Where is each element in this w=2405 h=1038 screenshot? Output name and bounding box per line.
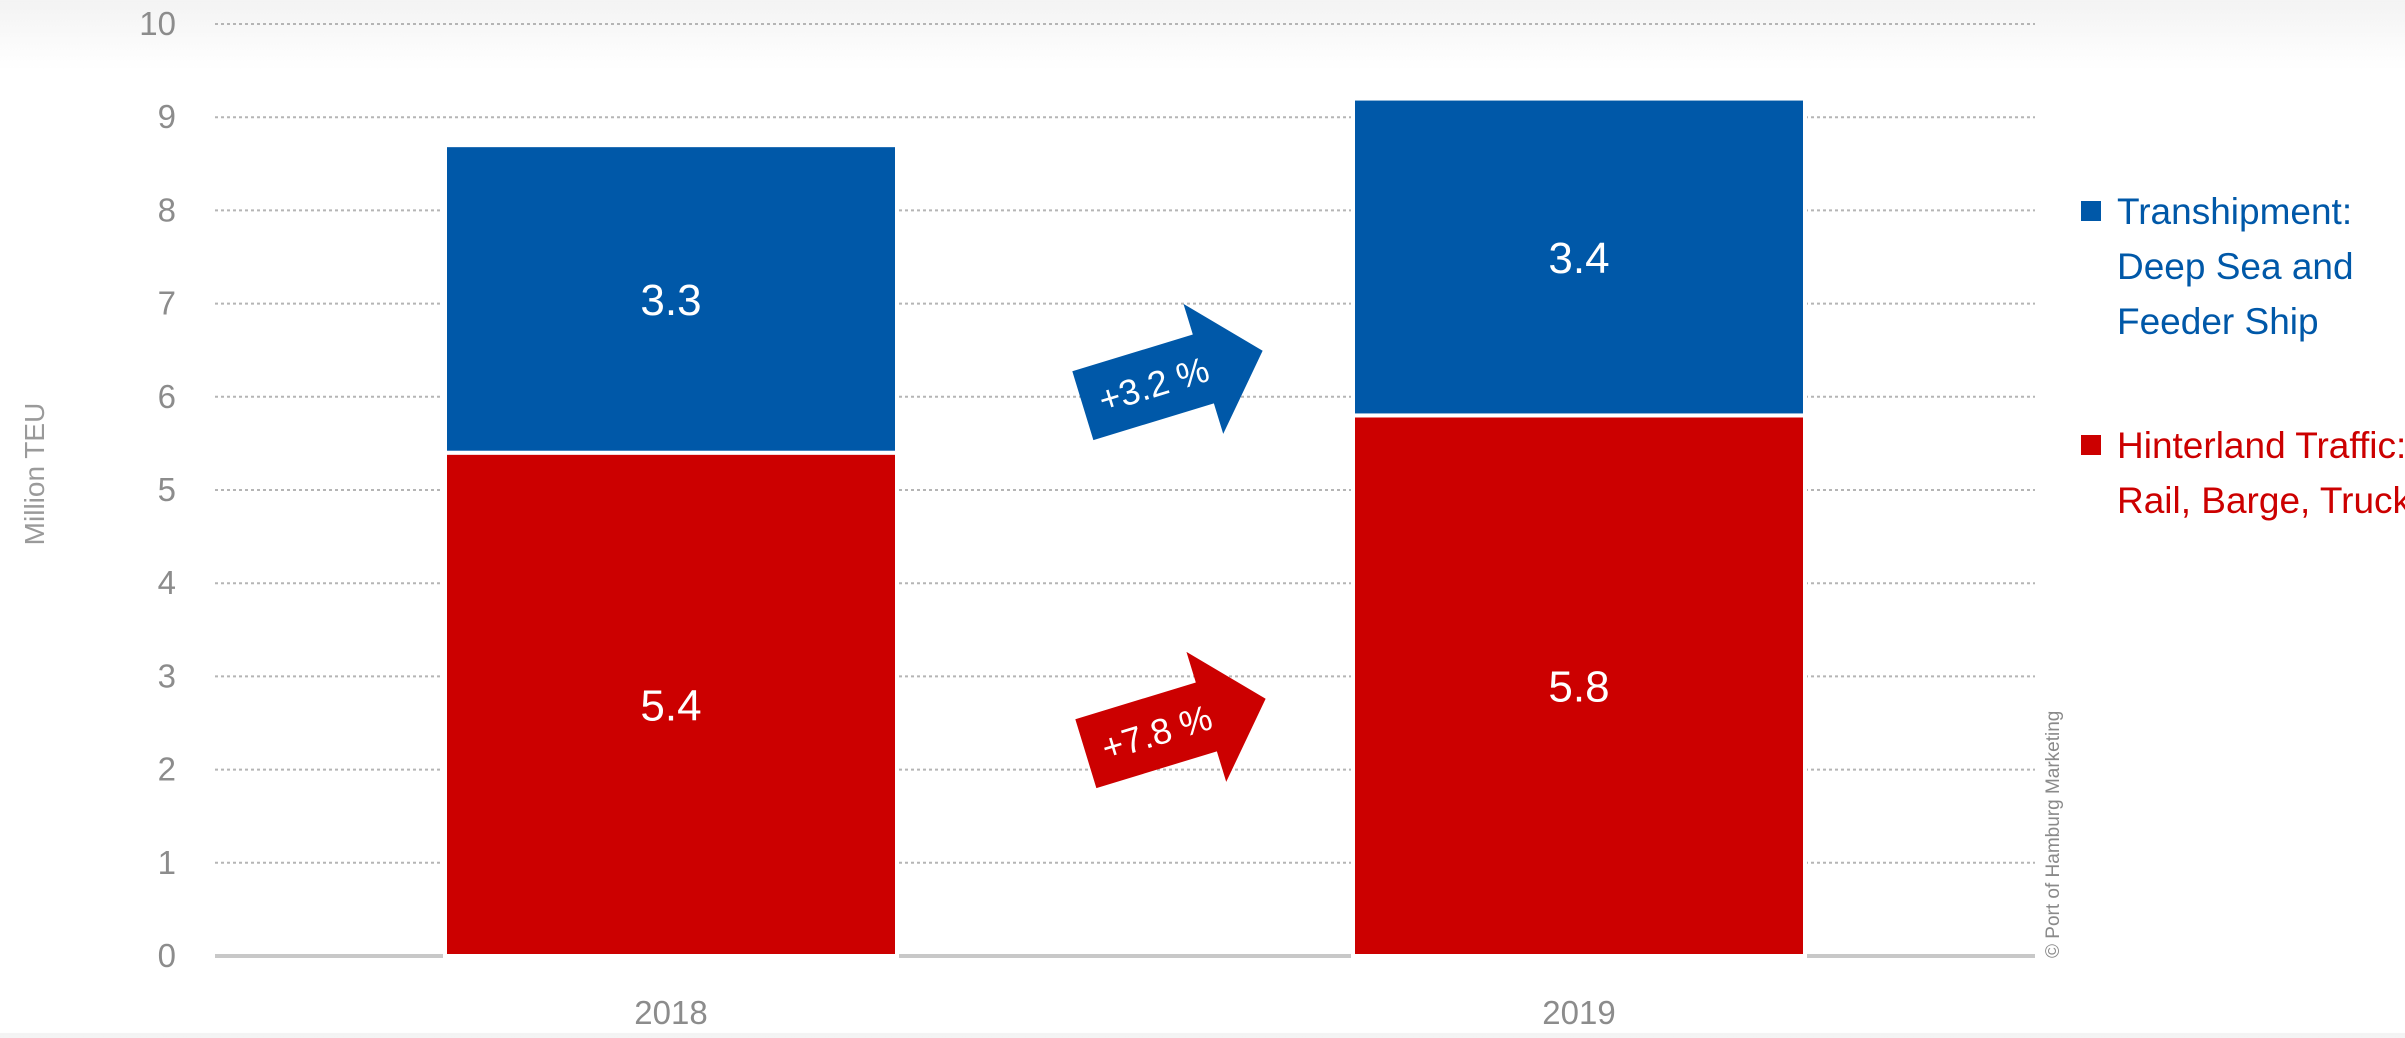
x-tick-label: 2018 <box>634 994 707 1031</box>
bar-segment-2019-0 <box>1351 413 1807 958</box>
legend-label: Transhipment: <box>2117 191 2352 232</box>
legend-label: Deep Sea and <box>2117 246 2354 287</box>
legend-label: Hinterland Traffic: <box>2117 425 2405 466</box>
credit-text: © Port of Hamburg Marketing <box>2043 711 2064 958</box>
y-tick-label: 7 <box>158 285 176 322</box>
data-label: 5.4 <box>640 681 701 730</box>
y-axis-ticks: 0 1 2 3 4 5 6 7 8 9 10 <box>139 5 176 974</box>
y-tick-label: 3 <box>158 657 176 694</box>
x-axis-ticks: 2018 2019 <box>634 994 1615 1031</box>
growth-arrow: +7.8 % <box>1075 651 1266 789</box>
data-label: 3.3 <box>640 276 701 325</box>
y-tick-label: 1 <box>158 844 176 881</box>
y-tick-label: 0 <box>158 937 176 974</box>
bar-segment-2019-1 <box>1351 96 1807 418</box>
bars: 5.4 3.3 5.8 3.4 <box>443 96 1807 958</box>
y-tick-label: 4 <box>158 564 176 601</box>
bar-segment-2018-0 <box>443 450 899 958</box>
y-tick-label: 2 <box>158 751 176 788</box>
legend: Transhipment: Deep Sea and Feeder Ship Hint… <box>2079 191 2405 521</box>
bar-segment-2018-1 <box>443 143 899 455</box>
legend-label: Rail, Barge, Truck <box>2117 480 2405 521</box>
data-label: 5.8 <box>1548 663 1609 712</box>
growth-arrow: +3.2 % <box>1072 303 1263 441</box>
arrow-shape <box>1072 303 1263 441</box>
legend-swatch <box>2079 199 2103 223</box>
data-label: 3.4 <box>1548 234 1609 283</box>
y-tick-label: 6 <box>158 378 176 415</box>
arrow-shape <box>1075 651 1266 789</box>
y-tick-label: 9 <box>158 98 176 135</box>
y-tick-label: 10 <box>139 5 176 42</box>
legend-label: Feeder Ship <box>2117 301 2319 342</box>
growth-arrows: +3.2 % +7.8 % <box>1072 303 1266 789</box>
y-tick-label: 8 <box>158 191 176 228</box>
legend-swatch <box>2079 433 2103 457</box>
x-tick-label: 2019 <box>1542 994 1615 1031</box>
y-tick-label: 5 <box>158 471 176 508</box>
y-axis-title: Million TEU <box>19 403 50 546</box>
